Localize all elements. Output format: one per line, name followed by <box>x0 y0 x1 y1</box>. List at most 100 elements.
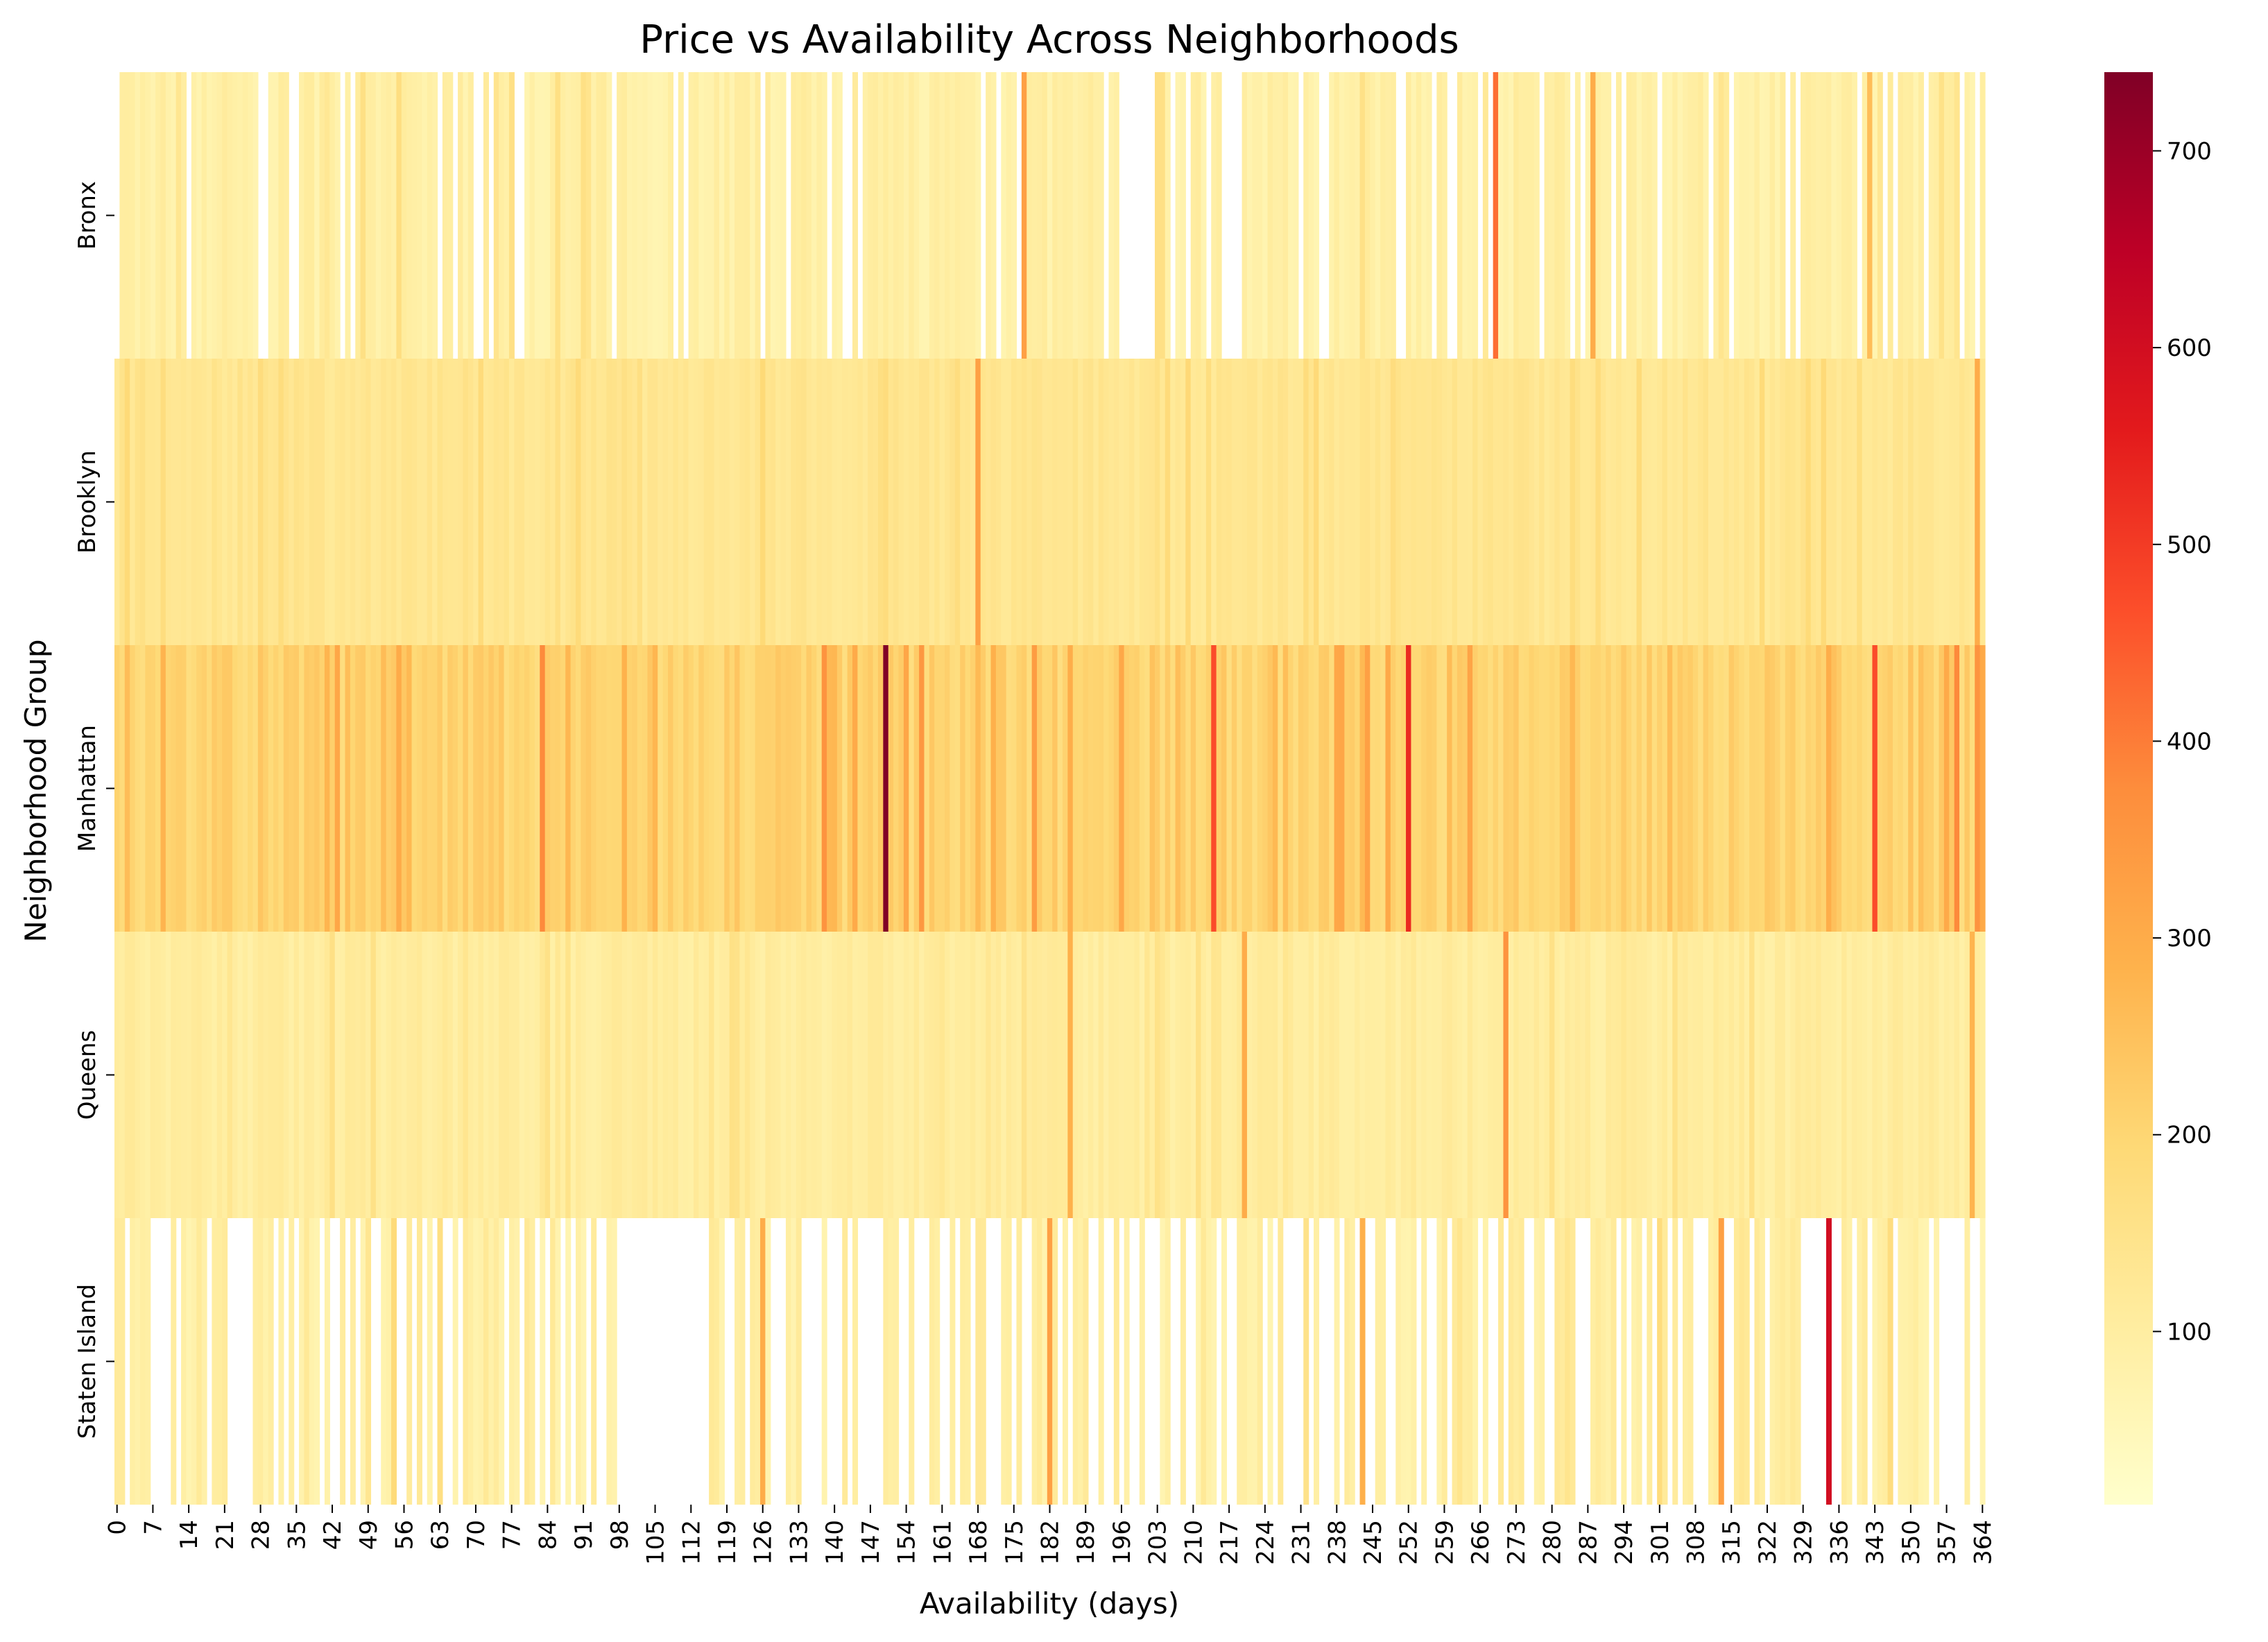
heatmap-cell <box>1780 645 1786 932</box>
heatmap-cell <box>596 359 602 645</box>
heatmap-cell <box>139 72 146 359</box>
heatmap-cell <box>1979 359 1986 645</box>
heatmap-cell <box>965 359 971 645</box>
heatmap-cell <box>345 359 351 645</box>
heatmap-cell <box>1800 359 1806 645</box>
heatmap-cell <box>1902 645 1909 932</box>
heatmap-cell <box>1570 1218 1576 1505</box>
heatmap-cell <box>1498 645 1504 932</box>
heatmap-cell <box>785 645 791 932</box>
heatmap-cell <box>1129 645 1135 932</box>
heatmap-cell <box>1503 932 1509 1218</box>
heatmap-cell <box>729 359 735 645</box>
heatmap-cell <box>427 359 433 645</box>
heatmap-cell <box>1165 359 1171 645</box>
heatmap-cell <box>427 932 433 1218</box>
heatmap-cell <box>791 1218 797 1505</box>
heatmap-cell <box>576 359 581 645</box>
heatmap-cell <box>1052 645 1058 932</box>
x-tick-label: 189 <box>1072 1520 1100 1565</box>
heatmap-cell <box>1108 359 1115 645</box>
heatmap-cell <box>1898 1218 1904 1505</box>
heatmap-cell <box>540 72 546 359</box>
heatmap-cell <box>1113 1218 1119 1505</box>
heatmap-cell <box>411 645 418 932</box>
heatmap-cell <box>1913 359 1919 645</box>
heatmap-cell <box>396 72 402 359</box>
heatmap-cell <box>1262 645 1269 932</box>
heatmap-cell <box>1600 1218 1606 1505</box>
heatmap-cell <box>1047 932 1053 1218</box>
heatmap-cell <box>847 645 853 932</box>
heatmap-cell <box>1272 72 1278 359</box>
heatmap-cell <box>1898 359 1904 645</box>
heatmap-cell <box>1211 359 1217 645</box>
heatmap-cell <box>1252 932 1258 1218</box>
heatmap-cell <box>458 359 464 645</box>
heatmap-cell <box>703 359 710 645</box>
heatmap-cell <box>1411 72 1417 359</box>
heatmap-cell <box>467 72 474 359</box>
heatmap-cell <box>1001 645 1007 932</box>
heatmap-cell <box>1144 932 1151 1218</box>
heatmap-cell <box>862 645 868 932</box>
heatmap-cell <box>1057 72 1063 359</box>
heatmap-cell <box>868 645 874 932</box>
heatmap-cell <box>1959 359 1966 645</box>
heatmap-cell <box>1359 932 1366 1218</box>
heatmap-cell <box>1498 72 1504 359</box>
heatmap-cell <box>806 645 812 932</box>
heatmap-cell <box>1636 72 1642 359</box>
heatmap-cell <box>1739 72 1745 359</box>
heatmap-cell <box>909 645 915 932</box>
heatmap-cell <box>1902 359 1909 645</box>
heatmap-cell <box>248 72 254 359</box>
heatmap-cell <box>1447 645 1453 932</box>
heatmap-cell <box>437 1218 443 1505</box>
heatmap-cell <box>1201 1218 1207 1505</box>
heatmap-cell <box>1395 645 1402 932</box>
heatmap-cell <box>1016 1218 1022 1505</box>
heatmap-cell <box>165 359 171 645</box>
heatmap-cell <box>508 932 515 1218</box>
heatmap-cell <box>1964 359 1970 645</box>
heatmap-cell <box>1257 72 1263 359</box>
heatmap-cell <box>289 645 295 932</box>
heatmap-cell <box>1416 645 1422 932</box>
heatmap-cell <box>1841 645 1848 932</box>
heatmap-cell <box>1180 72 1186 359</box>
heatmap-cell <box>1647 72 1653 359</box>
heatmap-cell <box>299 1218 304 1505</box>
heatmap-cell <box>473 645 479 932</box>
heatmap-cell <box>375 932 381 1218</box>
heatmap-cell <box>1288 645 1294 932</box>
heatmap-cell <box>519 645 525 932</box>
heatmap-cell <box>1908 72 1914 359</box>
heatmap-cell <box>1554 1218 1561 1505</box>
heatmap-cell <box>1119 645 1125 932</box>
heatmap-cell <box>611 932 617 1218</box>
heatmap-cell <box>1703 359 1709 645</box>
x-tick-label: 133 <box>785 1520 813 1565</box>
heatmap-cell <box>1841 359 1848 645</box>
heatmap-cell <box>1385 645 1391 932</box>
heatmap-cell <box>1979 932 1986 1218</box>
heatmap-cell <box>1513 1218 1520 1505</box>
heatmap-cell <box>1979 72 1986 359</box>
heatmap-cell <box>1252 645 1258 932</box>
heatmap-cell <box>1724 932 1730 1218</box>
heatmap-cell <box>355 359 361 645</box>
heatmap-cell <box>1549 645 1555 932</box>
heatmap-cell <box>1805 72 1812 359</box>
heatmap-cell <box>1647 932 1653 1218</box>
heatmap-cell <box>842 1218 848 1505</box>
heatmap-cell <box>1739 359 1745 645</box>
heatmap-cell <box>1062 72 1068 359</box>
heatmap-cell <box>1764 645 1771 932</box>
heatmap-cell <box>1395 359 1402 645</box>
heatmap-cell <box>329 359 336 645</box>
heatmap-cell <box>601 645 607 932</box>
heatmap-cell <box>796 1218 802 1505</box>
heatmap-cell <box>888 359 894 645</box>
heatmap-cell <box>534 72 540 359</box>
